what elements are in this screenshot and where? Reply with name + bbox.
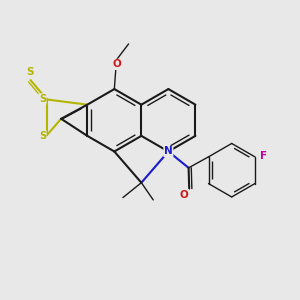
Text: S: S [39,131,46,141]
Text: F: F [260,151,267,161]
Text: O: O [112,59,121,69]
Text: S: S [26,67,34,77]
Text: N: N [164,146,173,157]
Text: O: O [179,190,188,200]
Text: S: S [39,94,46,104]
